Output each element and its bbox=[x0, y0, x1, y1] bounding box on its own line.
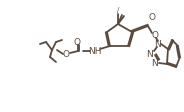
Text: O: O bbox=[151, 30, 158, 40]
Text: N: N bbox=[152, 58, 158, 68]
Text: NH: NH bbox=[88, 46, 102, 56]
Text: O: O bbox=[148, 13, 155, 22]
Text: O: O bbox=[73, 38, 80, 46]
Text: N: N bbox=[147, 50, 153, 58]
Text: N: N bbox=[155, 40, 161, 48]
Text: O: O bbox=[63, 50, 70, 58]
Text: /: / bbox=[117, 7, 119, 13]
